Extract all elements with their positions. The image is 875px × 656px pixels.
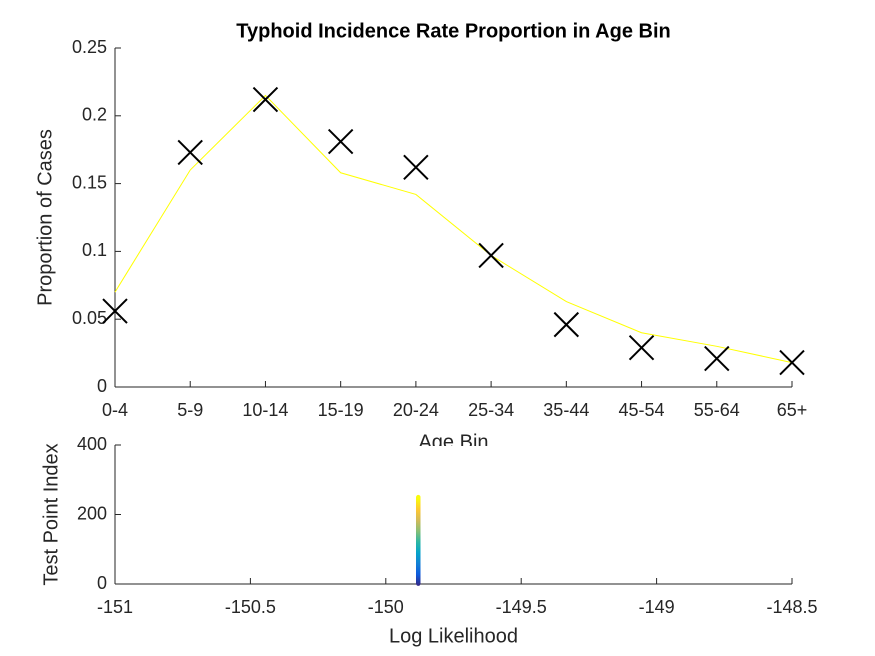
x-tick-label: 20-24 (393, 400, 439, 420)
x-tick-label: 15-19 (318, 400, 364, 420)
x-tick-label: 55-64 (694, 400, 740, 420)
y-tick-label: 0.05 (72, 308, 107, 328)
x-tick-label: -151 (97, 597, 133, 617)
data-marker (403, 154, 429, 181)
y-tick-label: 0.25 (72, 37, 107, 57)
x-tick-label: 65+ (777, 400, 808, 420)
y-tick-label: 0.2 (82, 105, 107, 125)
x-tick-label: -149 (639, 597, 675, 617)
y-tick-label: 0 (97, 573, 107, 593)
data-marker (102, 298, 128, 324)
x-tick-label: -150 (368, 597, 404, 617)
data-marker (704, 345, 730, 372)
y-tick-label: 0 (97, 376, 107, 396)
data-marker (177, 139, 203, 166)
y-axis-label: Proportion of Cases (34, 129, 56, 306)
x-tick-label: 35-44 (543, 400, 589, 420)
x-tick-label: -148.5 (766, 597, 817, 617)
x-tick-label: 10-14 (242, 400, 288, 420)
data-marker (327, 128, 354, 155)
x-tick-label: -150.5 (225, 597, 276, 617)
chart-title: Typhoid Incidence Rate Proportion in Age… (236, 20, 670, 42)
data-marker (553, 311, 580, 338)
y-tick-label: 0.1 (82, 240, 107, 260)
x-axis-label: Log Likelihood (389, 625, 518, 647)
x-tick-label: 25-34 (468, 400, 514, 420)
data-marker (779, 349, 805, 376)
y-tick-label: 400 (77, 434, 107, 454)
y-axis-label: Test Point Index (40, 443, 62, 585)
x-tick-label: -149.5 (496, 597, 547, 617)
model-line (114, 94, 793, 364)
y-tick-label: 200 (77, 503, 107, 523)
data-marker (628, 334, 655, 361)
data-marker (252, 86, 279, 113)
x-tick-label: 5-9 (177, 400, 203, 420)
scatter-point (416, 494, 421, 500)
data-marker (478, 242, 504, 269)
y-tick-label: 0.15 (72, 172, 107, 192)
x-tick-label: 45-54 (619, 400, 665, 420)
x-tick-label: 0-4 (102, 400, 128, 420)
axes-background (0, 446, 875, 656)
